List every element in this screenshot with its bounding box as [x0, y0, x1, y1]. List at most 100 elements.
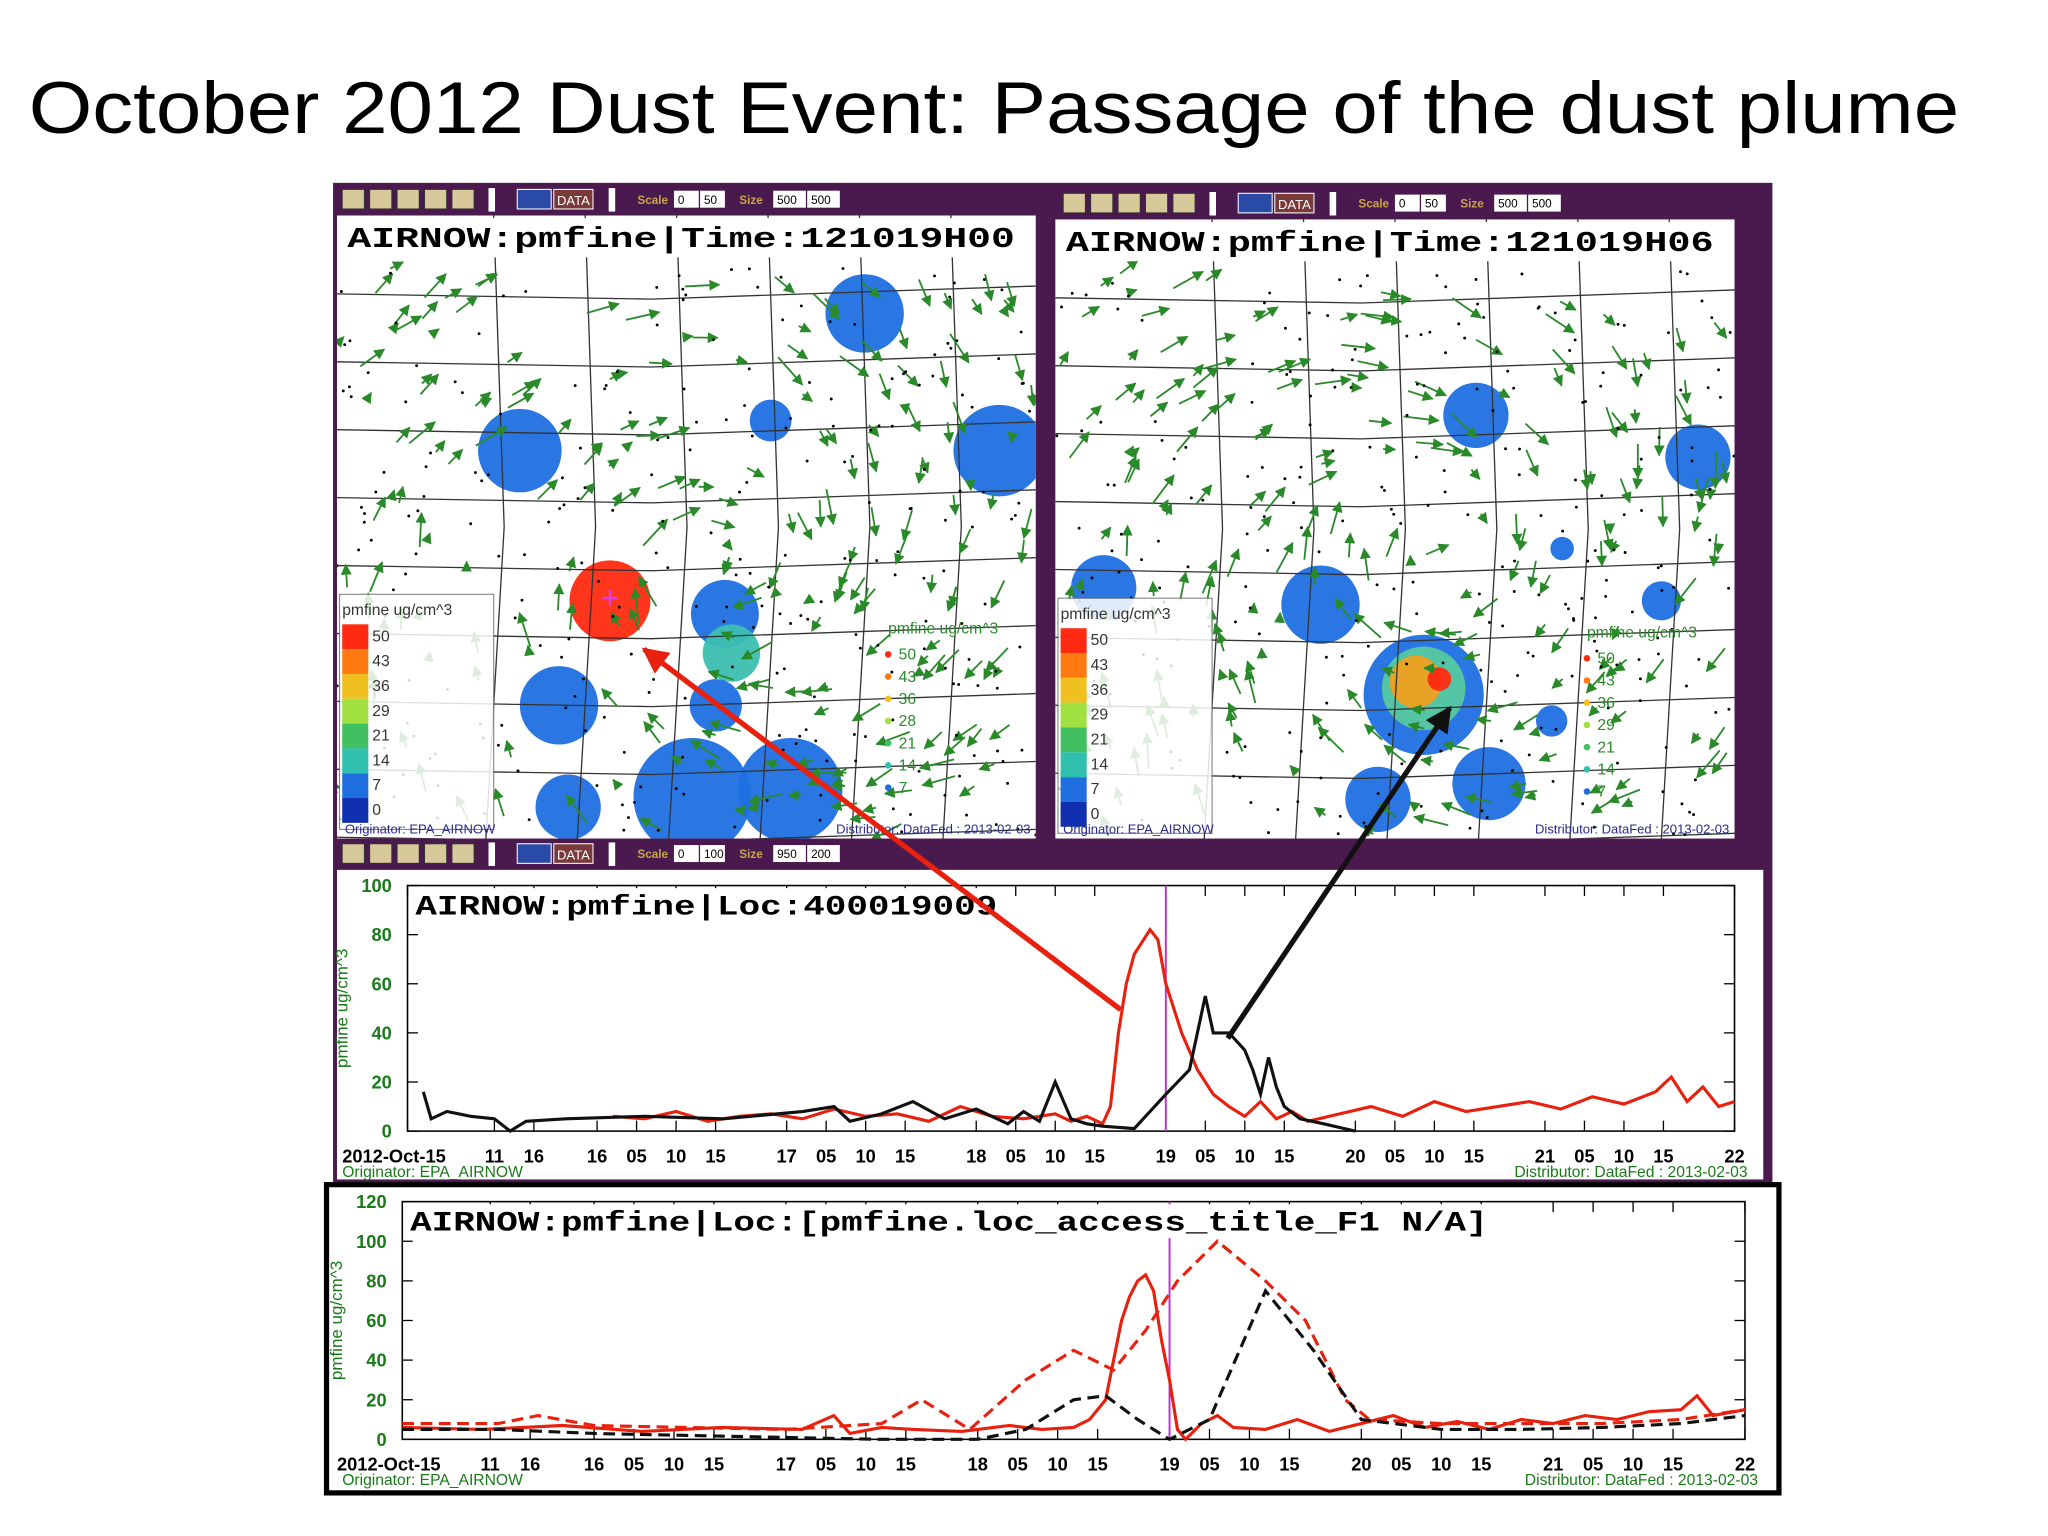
data-button-bg[interactable]: [553, 843, 594, 864]
station-dot: [1326, 314, 1330, 318]
wind-arrow: [1347, 370, 1370, 382]
scale-field[interactable]: [1421, 194, 1446, 212]
station-dot: [1110, 549, 1114, 553]
scale-field[interactable]: [700, 190, 725, 208]
wind-arrow: [847, 458, 858, 480]
size-field[interactable]: [807, 845, 840, 863]
size-value[interactable]: 950: [777, 848, 797, 861]
wind-arrow: [1403, 414, 1440, 425]
size-value[interactable]: 500: [777, 194, 797, 207]
data-button[interactable]: DATA: [1278, 197, 1311, 212]
station-dot: [751, 625, 755, 629]
size-value[interactable]: 500: [811, 194, 831, 207]
tool-icon[interactable]: [396, 843, 420, 864]
map-button[interactable]: [1237, 192, 1273, 214]
wind-arrow: [1438, 627, 1462, 639]
wind-arrow: [1696, 749, 1721, 779]
size-field[interactable]: [1528, 194, 1561, 212]
y-tick-label: 20: [372, 1072, 392, 1093]
station-dot: [1428, 330, 1432, 334]
tool-icon[interactable]: [423, 843, 448, 864]
wind-arrow: [1274, 611, 1286, 624]
tool-icon[interactable]: [1062, 192, 1086, 214]
scale-value[interactable]: 100: [704, 848, 724, 861]
wind-arrow: [387, 322, 399, 335]
data-button-bg[interactable]: [1274, 192, 1315, 214]
wind-arrow: [1201, 403, 1220, 422]
wind-arrow: [340, 563, 352, 588]
wind-arrow: [1486, 701, 1518, 714]
wind-arrow: [415, 511, 427, 548]
data-button-bg[interactable]: [553, 188, 594, 210]
legend-swatch: [1060, 677, 1087, 703]
wind-arrow: [642, 518, 669, 547]
size-field[interactable]: [773, 190, 806, 208]
tool-icon[interactable]: [396, 188, 420, 210]
tool-icon[interactable]: [451, 188, 475, 210]
separator: [1209, 192, 1216, 216]
separator: [1329, 192, 1337, 216]
station-dot: [611, 615, 615, 619]
map-button[interactable]: [516, 188, 552, 210]
tool-icon[interactable]: [1144, 192, 1169, 214]
size-field[interactable]: [807, 190, 840, 208]
tool-icon[interactable]: [1172, 192, 1196, 214]
station-dot: [924, 619, 928, 623]
scale-value[interactable]: 50: [1425, 198, 1439, 211]
station-dot: [1419, 804, 1423, 808]
scale-field[interactable]: [1394, 194, 1420, 212]
size-value[interactable]: 500: [1498, 198, 1518, 211]
tool-icon[interactable]: [341, 188, 365, 210]
station-dot: [560, 476, 564, 480]
station-dot: [960, 393, 964, 397]
scale-field[interactable]: [700, 845, 725, 863]
x-tick-label: 11: [485, 1145, 504, 1166]
wind-arrow: [707, 669, 734, 681]
wind-arrow: [777, 356, 804, 386]
station-dot: [1375, 583, 1379, 587]
wind-arrow: [800, 390, 814, 402]
station-dot: [580, 561, 584, 565]
tool-icon[interactable]: [369, 843, 393, 864]
concentration-blob: [953, 404, 1036, 497]
data-button[interactable]: DATA: [557, 847, 590, 862]
station-dot: [1581, 400, 1585, 404]
size-field[interactable]: [1494, 194, 1527, 212]
size-field[interactable]: [773, 845, 806, 863]
scale-value[interactable]: 50: [704, 194, 718, 207]
tool-icon[interactable]: [423, 188, 448, 210]
scale-value[interactable]: 0: [678, 848, 685, 861]
data-button[interactable]: DATA: [557, 193, 590, 208]
station-dot: [1516, 674, 1519, 677]
station-dot: [1341, 519, 1345, 523]
state-border: [336, 557, 1036, 572]
tool-icon[interactable]: [369, 188, 393, 210]
wind-arrow: [814, 499, 826, 528]
station-dot: [1527, 753, 1531, 757]
wind-arrow: [1360, 547, 1371, 581]
station-dot: [775, 671, 779, 675]
wind-arrow: [1340, 312, 1359, 323]
legend-title: pmfine ug/cm^3: [1061, 606, 1171, 623]
legend-swatch: [342, 798, 369, 823]
scale-field[interactable]: [673, 845, 699, 863]
wind-arrow: [1203, 356, 1238, 370]
wind-arrow: [625, 309, 661, 321]
tool-icon[interactable]: [1117, 192, 1141, 214]
tool-icon[interactable]: [451, 843, 475, 864]
tool-icon[interactable]: [341, 843, 365, 864]
map-originator: Originator: EPA_AIRNOW: [345, 821, 496, 836]
station-dot: [854, 633, 858, 637]
size-value[interactable]: 500: [1532, 198, 1552, 211]
tool-icon[interactable]: [1090, 192, 1114, 214]
scale-value[interactable]: 0: [678, 194, 685, 207]
map-button[interactable]: [516, 843, 552, 864]
scale-field[interactable]: [673, 190, 699, 208]
scale-value[interactable]: 0: [1399, 198, 1406, 211]
station-dot: [404, 572, 407, 576]
station-dot: [917, 383, 921, 387]
station-dot: [1172, 457, 1176, 461]
station-dot: [1474, 278, 1478, 281]
size-value[interactable]: 200: [811, 848, 831, 861]
station-dot: [1262, 515, 1266, 518]
